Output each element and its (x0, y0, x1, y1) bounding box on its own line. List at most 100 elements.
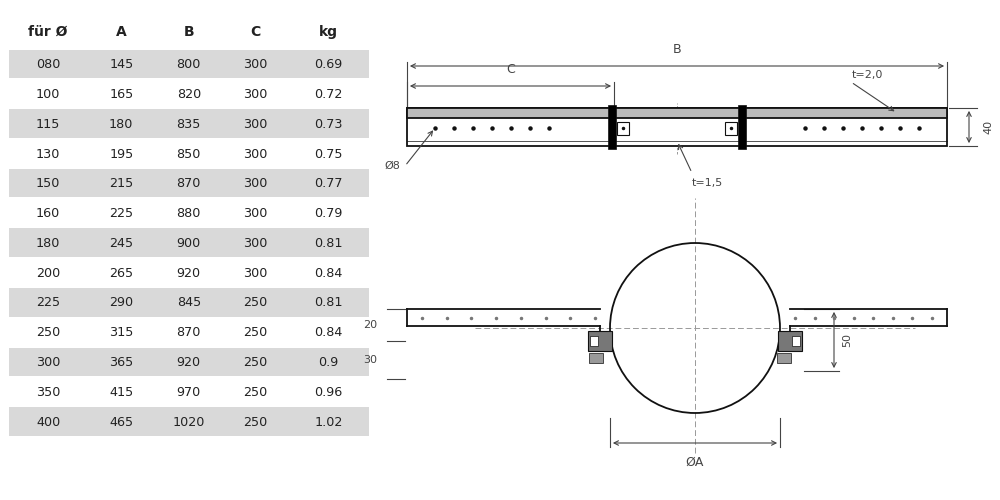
Text: 160: 160 (36, 207, 60, 220)
Text: 350: 350 (36, 386, 60, 399)
Text: 0.81: 0.81 (314, 296, 343, 310)
Text: 080: 080 (36, 58, 60, 71)
Text: 180: 180 (109, 118, 133, 130)
Text: C: C (250, 24, 261, 38)
Text: 835: 835 (177, 118, 201, 130)
Bar (590, 336, 598, 346)
Text: 0.9: 0.9 (318, 356, 339, 369)
Bar (9, 378, 369, 406)
Text: 0.69: 0.69 (314, 58, 343, 71)
Text: B: B (183, 24, 194, 38)
Text: 300: 300 (243, 118, 268, 130)
Bar (407, 108, 947, 146)
Text: 250: 250 (243, 296, 268, 310)
Bar (407, 108, 947, 118)
Text: 0.84: 0.84 (314, 326, 343, 340)
Text: 300: 300 (243, 237, 268, 250)
Text: 800: 800 (177, 58, 201, 71)
Text: 250: 250 (243, 326, 268, 340)
Text: 0.73: 0.73 (314, 118, 343, 130)
Text: 1.02: 1.02 (314, 416, 343, 428)
Text: für Ø: für Ø (28, 24, 68, 38)
Bar (9, 110, 369, 138)
Text: 300: 300 (243, 148, 268, 160)
Bar (725, 122, 737, 135)
Text: 300: 300 (243, 178, 268, 190)
Bar (9, 80, 369, 108)
Text: 970: 970 (177, 386, 201, 399)
Text: 845: 845 (177, 296, 201, 310)
Text: 150: 150 (36, 178, 60, 190)
Text: 920: 920 (177, 356, 201, 369)
Text: 870: 870 (177, 178, 201, 190)
Text: 0.75: 0.75 (314, 148, 343, 160)
Text: 850: 850 (177, 148, 201, 160)
Text: 200: 200 (36, 266, 60, 280)
Text: B: B (673, 43, 681, 56)
Text: 0.79: 0.79 (314, 207, 343, 220)
Text: 225: 225 (109, 207, 133, 220)
Text: 265: 265 (109, 266, 133, 280)
Text: kg: kg (319, 24, 338, 38)
Bar (9, 169, 369, 198)
Text: 250: 250 (243, 386, 268, 399)
Text: 30: 30 (363, 355, 377, 365)
Text: 0.96: 0.96 (314, 386, 343, 399)
Text: 1020: 1020 (173, 416, 205, 428)
Text: 250: 250 (36, 326, 60, 340)
Bar (9, 288, 369, 316)
Bar (9, 348, 369, 376)
Bar (9, 228, 369, 257)
Text: 290: 290 (109, 296, 133, 310)
Text: 900: 900 (177, 237, 201, 250)
Bar (9, 50, 369, 78)
Text: 40: 40 (983, 120, 993, 134)
Text: 20: 20 (363, 320, 377, 330)
Text: 0.84: 0.84 (314, 266, 343, 280)
Bar (9, 258, 369, 286)
Bar (608, 105, 616, 149)
Bar (9, 198, 369, 227)
Text: 0.72: 0.72 (314, 88, 343, 101)
Bar (588, 331, 612, 351)
Text: 300: 300 (36, 356, 60, 369)
Text: t=1,5: t=1,5 (692, 178, 723, 188)
Text: 165: 165 (109, 88, 133, 101)
Bar (617, 122, 629, 135)
Bar (9, 318, 369, 346)
Text: 100: 100 (36, 88, 60, 101)
Text: 250: 250 (243, 356, 268, 369)
Text: 225: 225 (36, 296, 60, 310)
Bar (738, 105, 746, 149)
Text: 300: 300 (243, 207, 268, 220)
Text: 820: 820 (177, 88, 201, 101)
Text: 400: 400 (36, 416, 60, 428)
Text: 300: 300 (243, 266, 268, 280)
Bar (777, 353, 791, 363)
Text: ØA: ØA (686, 456, 704, 469)
Text: Ø8: Ø8 (384, 161, 400, 171)
Text: 0.77: 0.77 (314, 178, 343, 190)
Text: 145: 145 (109, 58, 133, 71)
Text: C: C (506, 63, 515, 76)
Bar (792, 336, 800, 346)
Bar (9, 407, 369, 436)
Text: 50: 50 (842, 333, 852, 347)
Text: 195: 195 (109, 148, 133, 160)
Text: 245: 245 (109, 237, 133, 250)
Text: 115: 115 (36, 118, 60, 130)
Text: 880: 880 (177, 207, 201, 220)
Bar (589, 353, 603, 363)
Text: 215: 215 (109, 178, 133, 190)
Text: 920: 920 (177, 266, 201, 280)
Text: 415: 415 (109, 386, 133, 399)
Text: 130: 130 (36, 148, 60, 160)
Bar (9, 139, 369, 168)
Text: 300: 300 (243, 58, 268, 71)
Text: 365: 365 (109, 356, 133, 369)
Text: 180: 180 (36, 237, 60, 250)
Text: 315: 315 (109, 326, 133, 340)
Text: t=2,0: t=2,0 (852, 70, 883, 80)
Text: A: A (116, 24, 127, 38)
Text: 300: 300 (243, 88, 268, 101)
